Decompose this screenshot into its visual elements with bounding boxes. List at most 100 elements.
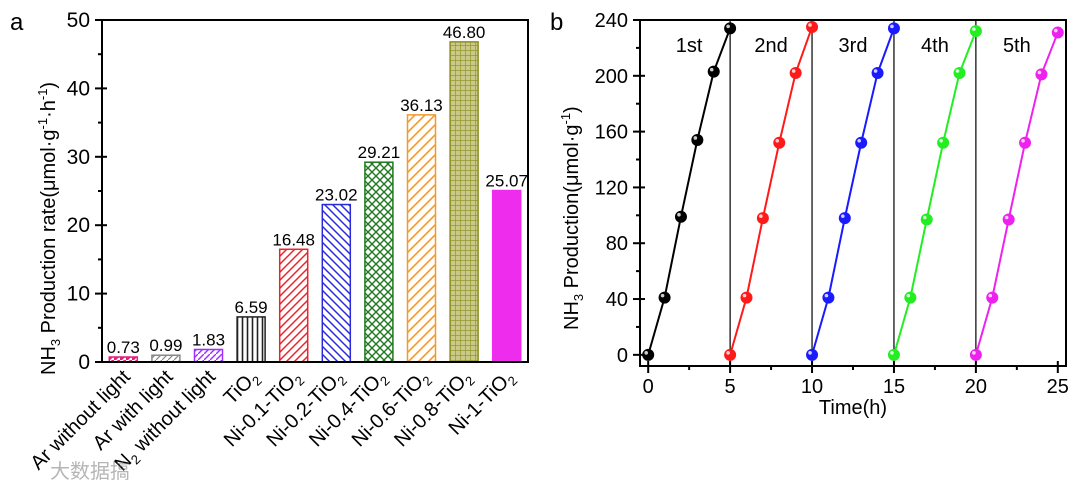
series-point-highlight: [922, 215, 927, 220]
series-point: [756, 212, 769, 225]
y-axis-title-a: NH3 Production rate(μmol·g-1·h-1): [35, 82, 63, 375]
series-point: [1051, 26, 1064, 39]
series-line: [647, 28, 732, 356]
bar-value-label: 0.99: [149, 336, 182, 355]
bar: [278, 248, 309, 363]
series-line: [811, 28, 895, 356]
series-point-highlight: [660, 293, 665, 298]
watermark-text: 大数据搞: [50, 460, 130, 483]
y-axis-title-b: NH3 Production(μmol·g-1): [558, 106, 586, 330]
series-point: [789, 67, 802, 80]
series-point-highlight: [791, 69, 796, 73]
x-tick-label-b: 10: [801, 376, 823, 398]
bar: [406, 114, 437, 363]
series-point-highlight: [955, 69, 960, 73]
series-point-highlight: [1004, 215, 1009, 220]
bar: [364, 161, 394, 363]
series-point: [920, 213, 933, 226]
series-point: [904, 291, 917, 304]
series-point: [674, 210, 687, 223]
plot-frame-a: [101, 19, 529, 363]
series-point-highlight: [693, 136, 698, 140]
series-point: [724, 22, 737, 35]
bar: [151, 354, 181, 363]
series-point-highlight: [677, 212, 681, 217]
series-point: [969, 25, 982, 38]
series-point: [1035, 68, 1048, 81]
series-line: [974, 32, 1059, 356]
series-point: [740, 291, 753, 304]
series-point-highlight: [873, 69, 878, 73]
series-point-highlight: [890, 24, 894, 29]
cycle-label: 5th: [1003, 35, 1031, 57]
series-point-highlight: [890, 351, 894, 355]
series-point: [887, 22, 900, 35]
y-tick-label-a: 40: [67, 77, 90, 100]
series-point: [806, 348, 819, 361]
y-tick-label-a: 50: [67, 9, 90, 32]
series-point-highlight: [1021, 138, 1025, 143]
series-point: [986, 291, 999, 304]
bar-value-label: 29.21: [358, 143, 401, 162]
series-point-highlight: [939, 138, 943, 143]
x-axis-title-b: Time(h): [819, 397, 887, 419]
bar: [491, 189, 522, 363]
bar-value-label: 46.80: [443, 23, 486, 42]
series-point-highlight: [906, 293, 911, 298]
series-point-highlight: [742, 293, 747, 298]
bar-value-label: 6.59: [235, 298, 268, 317]
x-tick-label-b: 5: [725, 376, 736, 398]
bar-value-label: 1.83: [192, 330, 225, 349]
bar-value-label: 25.07: [485, 172, 528, 191]
y-tick-label-b: 160: [595, 122, 628, 144]
series-point: [855, 136, 868, 149]
y-tick-label-b: 120: [595, 177, 628, 199]
y-tick-label-a: 30: [67, 146, 90, 169]
series-point-highlight: [1037, 70, 1042, 75]
series-point: [773, 136, 786, 149]
y-tick-label-a: 10: [67, 283, 90, 306]
bar-value-label: 23.02: [315, 186, 358, 205]
x-tick-label-b: 20: [965, 376, 987, 398]
bar-value-label: 16.48: [272, 230, 315, 249]
series-point-highlight: [988, 293, 993, 298]
series-point: [887, 348, 900, 361]
series-point: [953, 67, 966, 80]
x-tick-label-b: 25: [1047, 376, 1069, 398]
series-point-highlight: [726, 24, 730, 29]
series-point-highlight: [759, 214, 763, 218]
series-point: [707, 65, 720, 78]
x-tick-label-b: 0: [643, 376, 654, 398]
series-point: [691, 133, 704, 146]
x-tick-label-b: 15: [883, 376, 905, 398]
panel-b: b 0 40 80 120 160 200 240 0 5 10 15 20 25 Time(h) NH3 P…: [550, 9, 1069, 419]
bar: [321, 203, 352, 363]
series-point: [969, 348, 982, 361]
series-point-highlight: [824, 293, 829, 298]
cycle-label: 3rd: [839, 35, 868, 57]
series-point: [822, 291, 835, 304]
bar: [193, 348, 224, 363]
plot-frame-b: [639, 19, 1067, 367]
series-line: [729, 26, 813, 356]
y-tick-label-b: 80: [606, 233, 628, 255]
series-point-highlight: [841, 214, 845, 218]
series-point-highlight: [857, 138, 861, 143]
series-point: [642, 348, 655, 361]
series-point-highlight: [726, 351, 730, 355]
y-tick-label-b: 240: [595, 10, 628, 32]
series-point-highlight: [775, 138, 780, 143]
series-point-highlight: [644, 351, 648, 355]
panel-b-letter: b: [550, 9, 563, 36]
panel-a-letter: a: [10, 9, 24, 36]
series-point-highlight: [808, 351, 812, 355]
y-tick-label-b: 40: [606, 289, 628, 311]
series-point-highlight: [808, 23, 812, 27]
series-point-highlight: [709, 67, 714, 72]
series-point: [724, 348, 737, 361]
cycle-label: 2nd: [754, 35, 787, 57]
series-point: [871, 67, 884, 80]
series-point-highlight: [1054, 28, 1058, 33]
cycle-label: 4th: [921, 35, 949, 57]
